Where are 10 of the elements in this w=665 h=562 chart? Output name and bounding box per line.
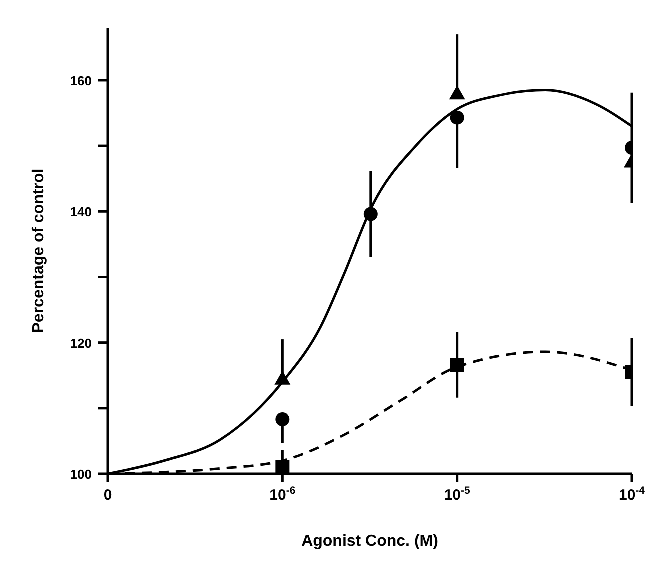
y-tick-label: 160 (70, 73, 92, 88)
y-axis-title: Percentage of control (30, 168, 48, 334)
y-tick-label: 120 (70, 336, 92, 351)
y-tick-label: 140 (70, 204, 92, 220)
y-tick-label: 100 (70, 467, 92, 482)
x-axis-title: Agonist Conc. (M) (302, 533, 438, 550)
x-tick-label: 10$^{-4}$ (618, 485, 646, 504)
x-tick-label: 10$^{-5}$ (444, 485, 470, 504)
x-tick-label: 0 (104, 487, 112, 504)
x-tick-label: 10$^{-6}$ (270, 485, 296, 504)
